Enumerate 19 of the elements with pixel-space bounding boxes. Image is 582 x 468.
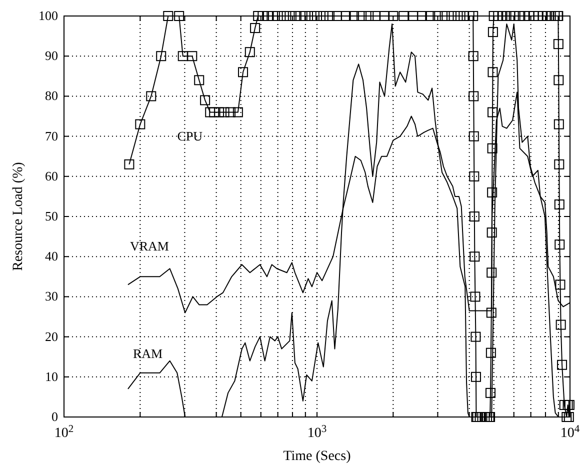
y-axis-title: Resource Load (%): [11, 162, 26, 271]
y-tick-label: 40: [45, 248, 58, 264]
y-tick-label: 0: [52, 409, 58, 424]
y-tick-label: 60: [45, 168, 58, 184]
y-tick-label: 100: [38, 8, 58, 23]
y-tick-label: 80: [45, 88, 58, 104]
y-tick-label: 10: [45, 368, 58, 384]
x-tick-label: 10$^{3}$: [307, 424, 327, 441]
x-axis-title: Time (Secs): [283, 449, 352, 464]
y-tick-label: 70: [45, 128, 58, 144]
x-tick-label: 10$^{4}$: [560, 424, 580, 441]
y-tick-label: 30: [45, 288, 58, 304]
series-label: RAM: [132, 346, 164, 361]
y-tick-label: 50: [45, 208, 58, 224]
series-label: VRAM: [130, 238, 170, 254]
x-tick-label: 10$^{2}$: [54, 424, 74, 441]
y-tick-label: 20: [45, 328, 58, 344]
series-label: CPU: [177, 128, 204, 144]
y-tick-label: 90: [45, 48, 58, 64]
